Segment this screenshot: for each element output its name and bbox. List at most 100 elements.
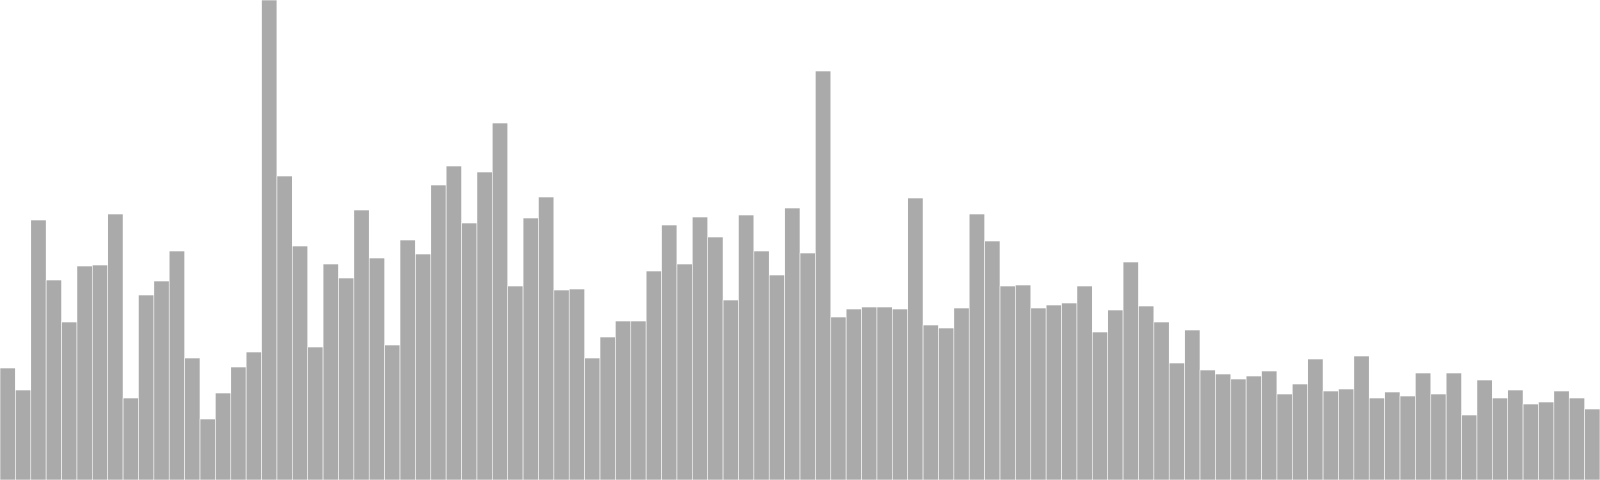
bar-61	[922, 324, 939, 480]
bar-69	[1045, 304, 1062, 480]
bar-66	[999, 285, 1016, 480]
bar-73	[1107, 309, 1124, 480]
bar-21	[307, 346, 324, 480]
bar-34	[507, 285, 524, 480]
bar-62	[938, 327, 955, 480]
bar-83	[1261, 370, 1278, 480]
bar-19	[276, 175, 293, 480]
bar-2	[15, 389, 32, 480]
bar-35	[522, 217, 539, 480]
bar-3	[30, 219, 47, 480]
bar-90	[1368, 397, 1385, 480]
bar-14	[199, 418, 216, 480]
bar-47	[707, 236, 724, 480]
bar-13	[184, 357, 201, 480]
bar-104	[1584, 408, 1600, 480]
bar-27	[399, 239, 416, 480]
bar-87	[1322, 390, 1339, 480]
bar-5	[61, 321, 78, 480]
bar-46	[692, 216, 708, 480]
bar-76	[1153, 321, 1170, 480]
bar-25	[368, 257, 385, 480]
bar-4	[45, 279, 62, 480]
bar-74	[1122, 261, 1139, 480]
bar-71	[1076, 285, 1093, 480]
bar-40	[599, 336, 616, 480]
bar-1	[0, 367, 16, 480]
bar-18	[261, 0, 278, 480]
bar-92	[1399, 395, 1416, 480]
bar-8	[107, 213, 124, 480]
bar-37	[553, 289, 570, 480]
bar-36	[538, 196, 555, 480]
bar-56	[845, 308, 862, 480]
bar-11	[153, 280, 170, 480]
bar-98	[1492, 397, 1508, 480]
bar-17	[245, 351, 262, 480]
bar-38	[568, 288, 585, 480]
bar-97	[1476, 379, 1493, 480]
bar-28	[415, 253, 432, 480]
bar-81	[1230, 378, 1247, 480]
bar-79	[1199, 369, 1216, 480]
bar-10	[138, 294, 155, 480]
bar-12	[168, 250, 185, 480]
bar-49	[738, 214, 755, 480]
bar-75	[1138, 305, 1155, 480]
bar-6	[76, 265, 93, 480]
bar-32	[476, 171, 493, 480]
bar-93	[1415, 372, 1432, 480]
bar-91	[1384, 391, 1401, 480]
bar-64	[968, 213, 985, 480]
bar-51	[768, 274, 785, 480]
bar-88	[1338, 388, 1355, 480]
bar-22	[322, 263, 339, 480]
bar-72	[1092, 331, 1108, 480]
bar-45	[676, 263, 693, 480]
bar-99	[1507, 389, 1524, 480]
bar-50	[753, 250, 770, 480]
bar-20	[292, 245, 308, 480]
bar-23	[338, 277, 355, 480]
bar-103	[1568, 397, 1585, 480]
bar-95	[1445, 372, 1462, 480]
bar-77	[1168, 362, 1185, 480]
bar-101	[1538, 401, 1555, 480]
bar-52	[784, 207, 801, 480]
bar-44	[661, 224, 678, 480]
bar-55	[830, 316, 847, 480]
bar-70	[1061, 302, 1078, 480]
bar-54	[815, 70, 832, 480]
bar-80	[1215, 373, 1232, 480]
bar-58	[876, 306, 893, 480]
bar-15	[215, 392, 232, 480]
bar-24	[353, 209, 370, 480]
bar-48	[722, 299, 739, 480]
bar-89	[1353, 355, 1370, 480]
bar-59	[892, 308, 908, 480]
bar-86	[1307, 358, 1324, 480]
bar-67	[1015, 284, 1032, 480]
bar-41	[615, 320, 632, 480]
bar-30	[445, 165, 462, 480]
bar-29	[430, 184, 447, 480]
bar-102	[1553, 390, 1570, 480]
bar-85	[1292, 383, 1308, 480]
bar-84	[1276, 393, 1293, 480]
bar-65	[984, 240, 1001, 480]
bar-43	[645, 270, 662, 480]
bar-100	[1522, 403, 1539, 480]
bar-68	[1030, 307, 1047, 480]
bar-94	[1430, 393, 1447, 480]
bar-78	[1184, 329, 1201, 480]
bar-60	[907, 197, 924, 480]
bar-31	[461, 222, 478, 480]
bar-42	[630, 320, 647, 480]
bar-9	[122, 397, 139, 480]
bar-16	[230, 366, 247, 480]
bar-57	[861, 306, 878, 480]
bar-33	[492, 122, 508, 480]
